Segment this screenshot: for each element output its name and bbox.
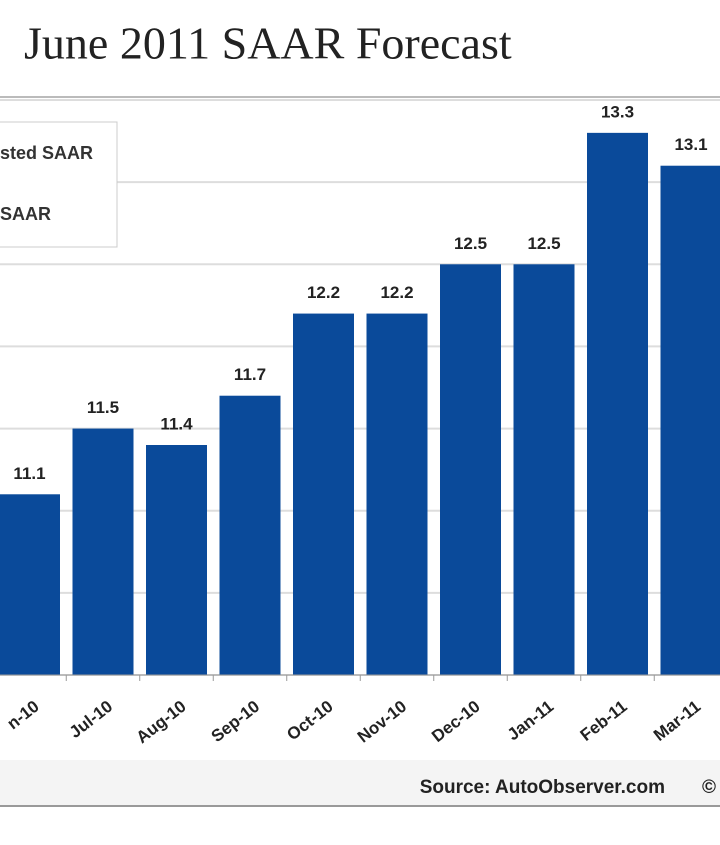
source: Source: AutoObserver.com: [420, 777, 665, 798]
bar: [440, 264, 501, 675]
bar: [146, 445, 207, 675]
bar: [660, 165, 720, 675]
bar: [219, 395, 281, 675]
copyright: ©: [702, 777, 716, 798]
legend-entry: SAAR: [0, 204, 51, 224]
bar: [366, 313, 428, 675]
bar: [72, 428, 134, 675]
legend-entry: sted SAAR: [0, 143, 93, 163]
data-label: 11.7: [234, 365, 266, 384]
data-label: 12.5: [527, 234, 560, 253]
legend-box: [0, 121, 118, 248]
bar: [513, 264, 575, 675]
data-label: 12.2: [307, 283, 340, 302]
data-label: 13.1: [674, 135, 707, 154]
data-label: 11.1: [13, 464, 45, 483]
data-label: 11.5: [87, 398, 119, 417]
bar: [293, 313, 354, 675]
data-label: 13.3: [601, 102, 634, 121]
data-label: 12.2: [380, 283, 413, 302]
bar: [0, 494, 60, 675]
source-band: [0, 760, 720, 806]
data-label: 12.5: [454, 234, 487, 253]
data-label: 11.4: [160, 414, 193, 433]
bar: [587, 132, 648, 675]
plot: 11.1n-1011.5Jul-1011.4Aug-1011.7Sep-1012…: [0, 99, 720, 747]
chart-title: June 2011 SAAR Forecast: [24, 18, 512, 69]
